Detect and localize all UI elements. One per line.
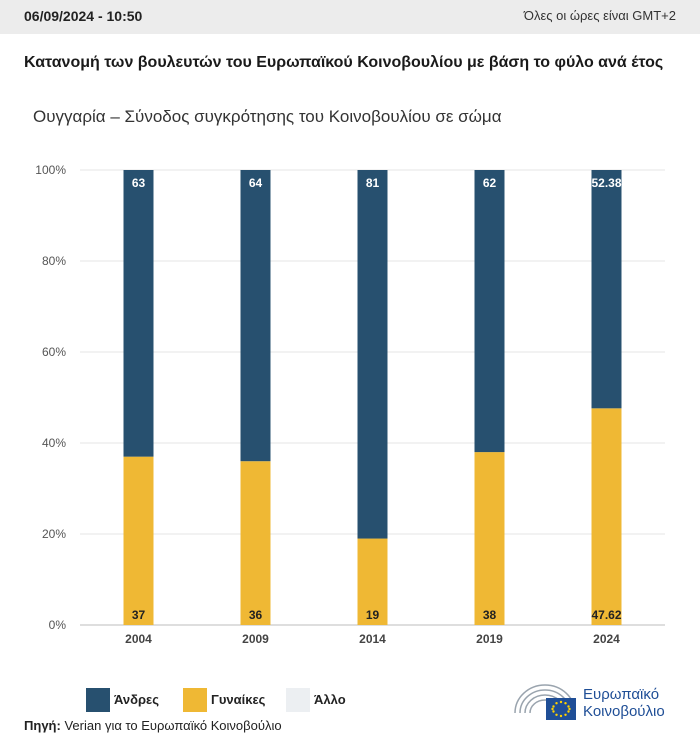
- chart-subtitle: Ουγγαρία – Σύνοδος συγκρότησης του Κοινο…: [33, 107, 502, 126]
- x-tick-label: 2019: [476, 632, 503, 646]
- data-label-women: 37: [132, 608, 146, 622]
- data-label-women: 19: [366, 608, 380, 622]
- x-tick-label: 2004: [125, 632, 152, 646]
- logo-line-1: Ευρωπαϊκό: [583, 686, 660, 703]
- data-label-men: 62: [483, 176, 497, 190]
- y-tick-label: 60%: [42, 345, 66, 359]
- data-label-men: 63: [132, 176, 146, 190]
- hemicycle-flag-icon: [514, 684, 576, 720]
- bar-men-2009: [240, 170, 271, 462]
- data-label-women: 36: [249, 608, 263, 622]
- data-label-men: 64: [249, 176, 263, 190]
- y-tick-label: 40%: [42, 436, 66, 450]
- source-note: Πηγή: Verian για το Ευρωπαϊκό Κοινοβούλι…: [24, 718, 282, 733]
- timezone-note: Όλες οι ώρες είναι GMT+2: [523, 8, 676, 23]
- bar-men-2019: [474, 170, 505, 453]
- datetime: 06/09/2024 - 10:50: [24, 8, 143, 24]
- bar-women-2009: [240, 461, 271, 625]
- y-tick-label: 100%: [35, 163, 66, 177]
- x-tick-label: 2014: [359, 632, 386, 646]
- bar-women-2004: [123, 456, 154, 625]
- legend-label-other: Άλλο: [314, 692, 346, 707]
- legend-label-women: Γυναίκες: [211, 692, 266, 707]
- legend-swatch-men: [86, 688, 110, 712]
- stacked-bar-chart: 0% 20% 40% 60% 80% 100% 37 63 2004 36 64 2009 19 81 20…: [35, 163, 665, 646]
- bar-women-2019: [474, 452, 505, 625]
- legend-swatch-women: [183, 688, 207, 712]
- logo-text: Ευρωπαϊκό Κοινοβούλιο: [583, 686, 665, 720]
- bar-women-2014: [357, 538, 388, 625]
- y-tick-label: 0%: [49, 618, 67, 632]
- european-parliament-logo: Ευρωπαϊκό Κοινοβούλιο: [512, 680, 682, 724]
- top-bar: 06/09/2024 - 10:50 Όλες οι ώρες είναι GM…: [0, 0, 700, 34]
- data-label-men: 52.38: [591, 176, 621, 190]
- source-label: Πηγή:: [24, 718, 61, 733]
- bar-men-2004: [123, 170, 154, 457]
- bar-men-2014: [357, 170, 388, 539]
- x-tick-label: 2009: [242, 632, 269, 646]
- data-label-women: 47.62: [591, 608, 621, 622]
- data-label-men: 81: [366, 176, 380, 190]
- source-text: Verian για το Ευρωπαϊκό Κοινοβούλιο: [64, 718, 282, 733]
- legend-swatch-other: [286, 688, 310, 712]
- chart-title: Κατανομή των βουλευτών του Ευρωπαϊκού Κο…: [24, 54, 664, 71]
- legend-label-men: Άνδρες: [114, 692, 159, 707]
- logo-line-2: Κοινοβούλιο: [583, 703, 665, 720]
- y-tick-label: 20%: [42, 527, 66, 541]
- y-tick-label: 80%: [42, 254, 66, 268]
- bar-men-2024: [591, 170, 622, 409]
- bar-women-2024: [591, 408, 622, 625]
- x-tick-label: 2024: [593, 632, 620, 646]
- data-label-women: 38: [483, 608, 497, 622]
